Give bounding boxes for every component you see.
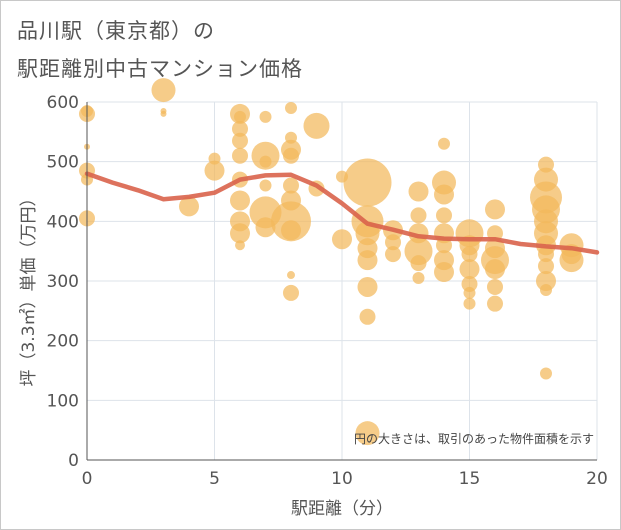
data-bubble [459,259,480,280]
data-bubble [259,155,272,168]
x-tick-label: 20 [586,469,608,489]
data-bubble [538,258,554,275]
data-bubble [160,110,167,117]
y-tick-label: 500 [47,153,79,173]
y-tick-label: 0 [68,451,79,471]
data-bubble [461,246,478,263]
data-bubble [438,137,450,150]
data-bubble [434,184,454,205]
data-bubble [230,223,250,244]
data-bubble [332,229,352,250]
data-bubble [538,246,554,263]
data-bubble [204,160,225,181]
data-bubble [151,78,176,103]
data-bubble [357,250,378,271]
data-bubble [434,262,454,283]
data-bubble [487,295,503,312]
data-bubble [487,278,503,295]
data-bubble [285,101,297,114]
y-tick-label: 600 [47,93,79,113]
data-bubble [283,177,299,194]
x-tick-label: 15 [459,469,481,489]
data-bubble [540,283,552,296]
data-bubble [404,237,433,266]
y-tick-label: 100 [47,391,79,411]
data-bubble [412,272,425,285]
y-tick-label: 400 [47,212,79,232]
y-tick-label: 300 [47,272,79,292]
data-bubble [463,286,476,299]
data-bubble [410,255,427,272]
data-bubble [357,276,378,297]
data-bubble [536,271,556,291]
bubble-series [79,78,584,446]
data-bubble [287,271,295,280]
trend-line [84,171,600,255]
data-bubble [385,246,401,263]
bubble-size-note: 円の大きさは、取引のあった物件面積を示す [354,431,594,446]
x-axis-label: 駅距離（分） [291,499,393,519]
data-bubble [343,158,392,207]
data-bubble [436,237,452,254]
data-bubble [235,240,245,251]
data-bubble [385,234,401,251]
chart-title-line-1: 品川駅（東京都）の [17,19,215,43]
x-tick-label: 0 [82,469,93,489]
data-bubble [461,275,478,292]
data-bubble [232,147,248,164]
y-axis-label: 坪（3.3㎡）単価（万円） [19,189,39,386]
x-tick-label: 5 [209,469,220,489]
data-bubble [230,190,250,211]
data-bubble [436,207,452,224]
data-bubble [485,259,505,280]
data-bubble [283,147,299,164]
data-bubble [281,220,301,241]
data-bubble [410,207,427,224]
data-bubble [232,120,248,137]
chart-title-line-2: 駅距離別中古マンション価格 [17,57,303,81]
x-tick-label: 10 [331,469,353,489]
data-bubble [179,196,199,217]
grid-lines [86,101,598,461]
data-bubble [259,110,272,123]
data-bubble [303,112,330,139]
data-bubble [408,181,429,202]
data-bubble [234,110,246,123]
data-bubble [359,308,376,325]
trend-line-group [84,171,600,255]
data-bubble [259,179,272,192]
tick-labels: 0 100 200 300 400 500 600 0 5 10 15 20 [47,93,608,489]
data-bubble [540,367,552,380]
data-bubble [232,132,248,149]
data-bubble [485,199,505,220]
data-bubble [255,217,276,238]
y-tick-label: 200 [47,332,79,352]
data-bubble [463,297,476,310]
data-bubble [355,421,380,446]
data-bubble [559,248,584,273]
axes [86,102,597,461]
data-bubble [283,284,299,301]
